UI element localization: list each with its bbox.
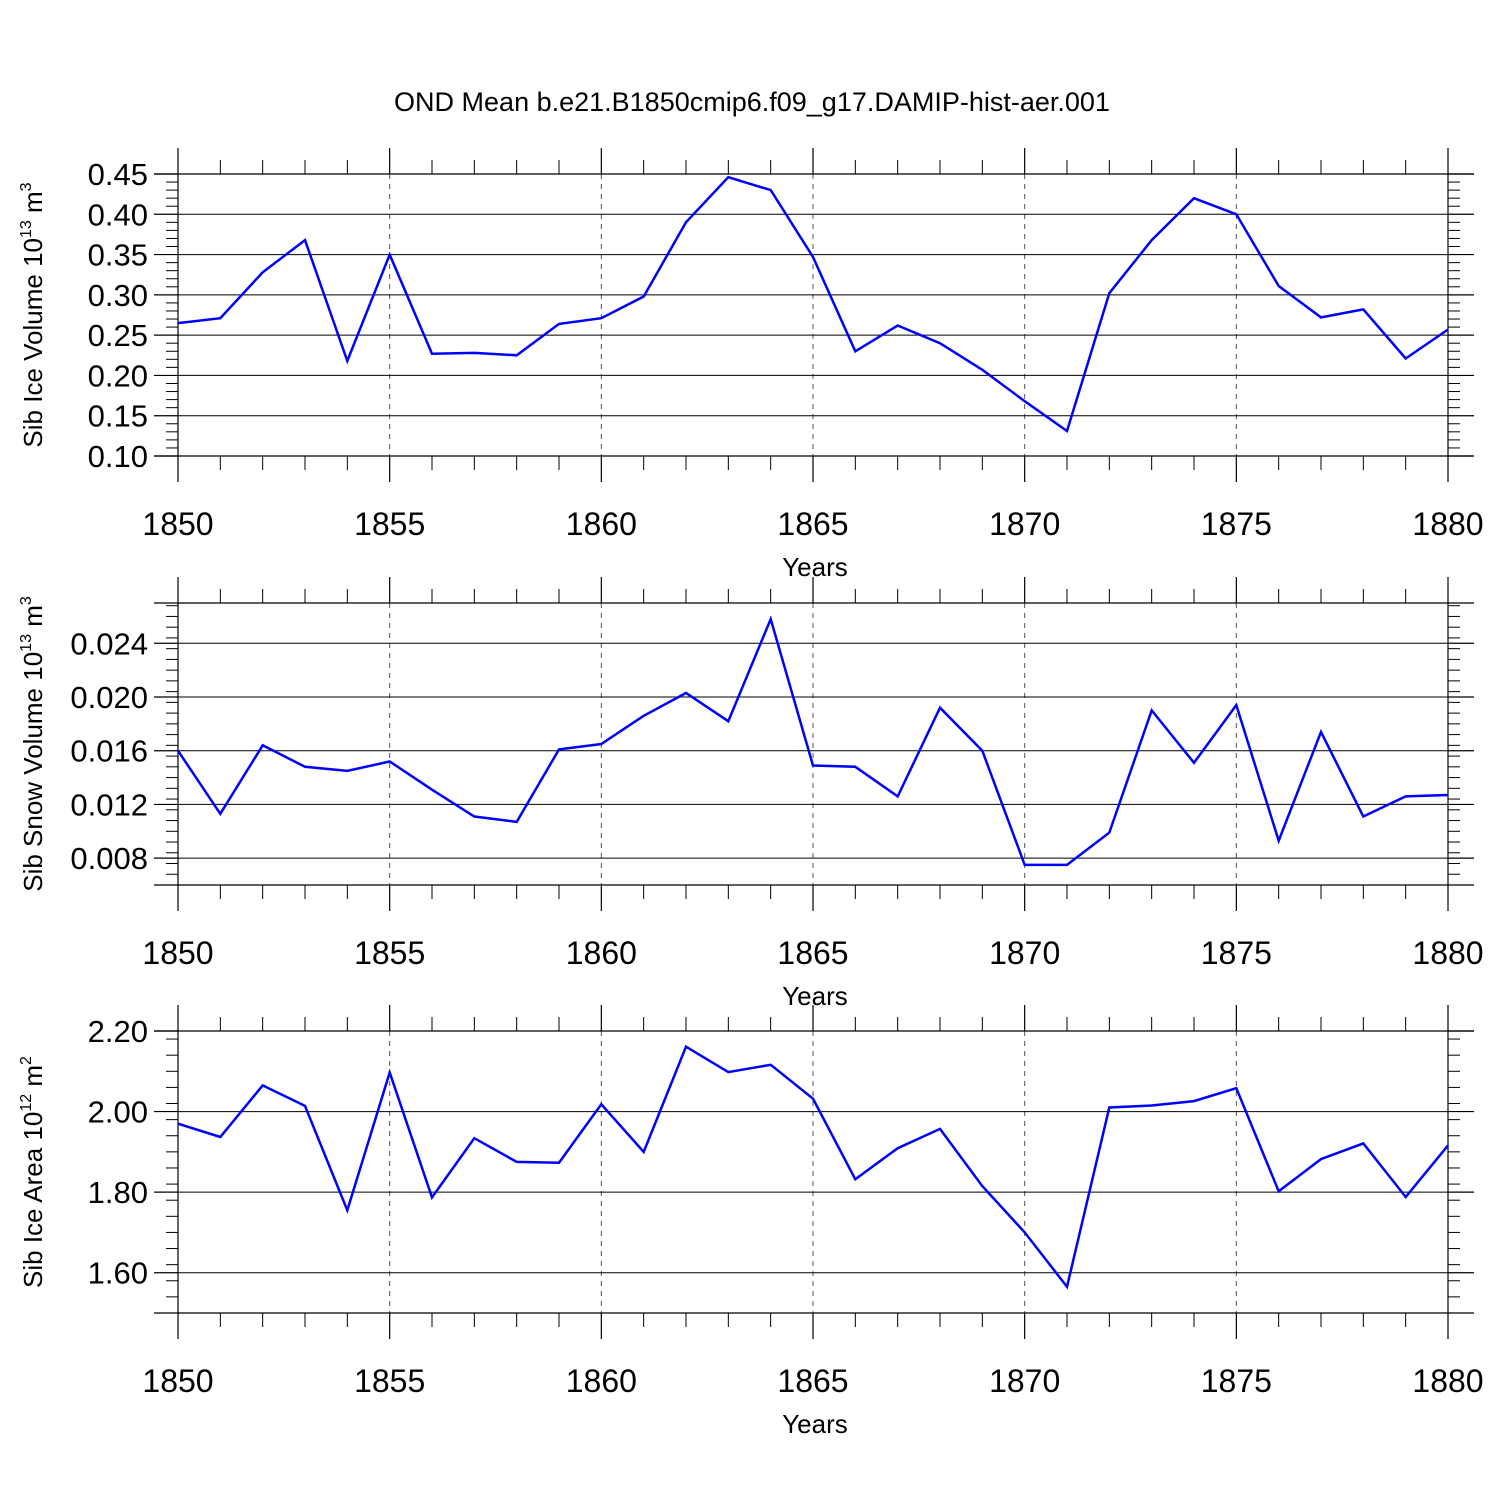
panel-2: 0.008 0.012 0.016 0.020 0.024 1850 1855 1860 186… — [18, 577, 1484, 1011]
y-tick-label: 0.30 — [88, 278, 148, 313]
figure-title: OND Mean b.e21.B1850cmip6.f09_g17.DAMIP-… — [394, 87, 1110, 117]
panels: 0.10 0.15 0.20 0.25 0.30 0.35 0.40 0.45 1850 1855… — [18, 148, 1484, 1439]
x-tick-label: 1875 — [1201, 1363, 1272, 1399]
y-tick-label: 0.016 — [70, 734, 148, 769]
y-axis-title: Sib Snow Volume 1013 m3 — [18, 596, 48, 892]
y-tick-label: 0.020 — [70, 680, 148, 715]
x-tick-label: 1855 — [354, 935, 425, 971]
series-line — [177, 175, 1449, 434]
panel-3: 1.60 1.80 2.00 2.20 1850 1855 1860 1865 1870 1875… — [18, 1005, 1484, 1439]
x-tick-label: 1850 — [142, 506, 213, 542]
x-tick-label: 1850 — [142, 935, 213, 971]
y-tick-label: 0.008 — [70, 841, 148, 876]
y-tick-label: 0.40 — [88, 197, 148, 232]
y-axis-title: Sib Ice Volume 1013 m3 — [18, 182, 48, 447]
x-tick-label: 1870 — [989, 506, 1060, 542]
y-tick-label: 0.20 — [88, 358, 148, 393]
x-tick-label: 1850 — [142, 1363, 213, 1399]
x-tick-label: 1880 — [1412, 1363, 1483, 1399]
series-line — [177, 1044, 1449, 1290]
x-tick-label: 1870 — [989, 1363, 1060, 1399]
x-tick-label: 1875 — [1201, 506, 1272, 542]
x-tick-label: 1860 — [566, 506, 637, 542]
x-tick-label: 1880 — [1412, 935, 1483, 971]
y-tick-label: 0.012 — [70, 787, 148, 822]
y-tick-label: 0.024 — [70, 626, 148, 661]
x-tick-label: 1860 — [566, 1363, 637, 1399]
x-axis-title: Years — [782, 552, 848, 582]
x-tick-label: 1865 — [777, 935, 848, 971]
x-tick-label: 1855 — [354, 506, 425, 542]
y-tick-label: 0.45 — [88, 157, 148, 192]
y-tick-label: 2.00 — [88, 1095, 148, 1130]
series-line — [176, 615, 1449, 867]
x-tick-label: 1865 — [777, 1363, 848, 1399]
x-tick-label: 1860 — [566, 935, 637, 971]
y-axis-title: Sib Ice Area 1012 m2 — [18, 1056, 48, 1288]
y-tick-label: 0.10 — [88, 439, 148, 474]
panel-1: 0.10 0.15 0.20 0.25 0.30 0.35 0.40 0.45 1850 1855… — [18, 148, 1484, 582]
x-tick-label: 1870 — [989, 935, 1060, 971]
y-tick-label: 0.35 — [88, 238, 148, 273]
x-tick-label: 1865 — [777, 506, 848, 542]
y-tick-label: 1.60 — [88, 1256, 148, 1291]
x-axis-title: Years — [782, 1409, 848, 1439]
y-tick-label: 1.80 — [88, 1175, 148, 1210]
y-tick-label: 0.15 — [88, 399, 148, 434]
x-tick-label: 1880 — [1412, 506, 1483, 542]
x-axis-title: Years — [782, 981, 848, 1011]
y-tick-label: 2.20 — [88, 1014, 148, 1049]
x-tick-label: 1875 — [1201, 935, 1272, 971]
x-tick-label: 1855 — [354, 1363, 425, 1399]
y-tick-label: 0.25 — [88, 318, 148, 353]
